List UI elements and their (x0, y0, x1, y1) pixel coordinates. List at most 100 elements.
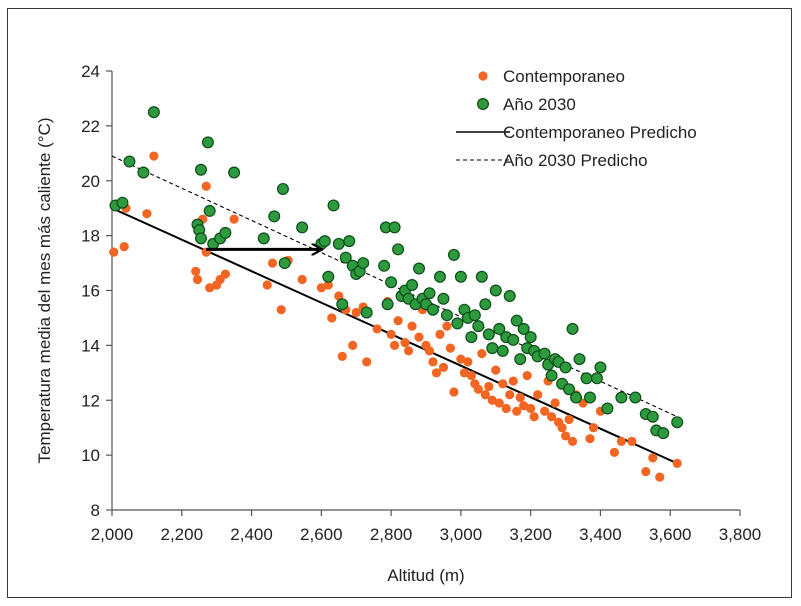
axes: 8 10 12 14 16 18 20 22 24 2,000 2,200 2,400 2,600 2,8… (81, 62, 761, 544)
point-contemporaneo (655, 472, 665, 482)
point-ano-2030 (116, 196, 129, 209)
point-ano-2030 (385, 276, 398, 289)
point-contemporaneo (445, 343, 456, 353)
legend: Contemporaneo Año 2030 Contemporaneo Predi… (456, 67, 697, 170)
point-contemporaneo (424, 346, 435, 356)
point-ano-2030 (570, 391, 583, 404)
point-contemporaneo (557, 423, 567, 433)
point-contemporaneo (641, 466, 651, 477)
point-ano-2030 (123, 155, 136, 168)
point-contemporaneo (351, 307, 361, 318)
point-ano-2030 (360, 306, 373, 319)
y-tick-label: 22 (81, 117, 100, 136)
point-ano-2030 (496, 344, 509, 357)
point-contemporaneo (484, 381, 494, 392)
point-contemporaneo (473, 384, 483, 394)
point-ano-2030 (433, 270, 446, 283)
point-ano-2030 (465, 331, 478, 344)
y-tick-label: 14 (81, 336, 100, 355)
point-ano-2030 (203, 204, 216, 217)
point-ano-2030 (472, 320, 485, 333)
point-contemporaneo (109, 247, 119, 257)
legend-marker-ano-2030 (477, 97, 490, 110)
legend-label-contemporaneo-predicho: Contemporaneo Predicho (503, 123, 697, 142)
point-ano-2030 (601, 402, 614, 415)
point-contemporaneo (372, 324, 382, 334)
point-ano-2030 (580, 372, 593, 385)
point-contemporaneo (672, 458, 682, 468)
point-contemporaneo (229, 214, 239, 224)
point-ano-2030 (559, 361, 572, 374)
point-ano-2030 (296, 221, 309, 234)
x-tick-label: 3,400 (579, 525, 622, 544)
x-tick-label: 3,600 (649, 525, 692, 544)
series-contemporaneo (109, 151, 682, 482)
legend-label-ano-2030-predicho: Año 2030 Predicho (503, 151, 648, 170)
point-contemporaneo (498, 379, 508, 389)
point-contemporaneo (466, 370, 476, 381)
point-ano-2030 (583, 391, 596, 404)
point-contemporaneo (337, 351, 347, 361)
point-ano-2030 (475, 270, 488, 283)
point-ano-2030 (486, 342, 499, 355)
point-ano-2030 (451, 317, 464, 330)
point-ano-2030 (357, 257, 370, 270)
point-ano-2030 (137, 166, 150, 179)
x-tick-label: 3,800 (719, 525, 762, 544)
y-axis-title: Temperatura media del mes más caliente (… (35, 118, 54, 464)
point-ano-2030 (228, 166, 241, 179)
point-contemporaneo (567, 436, 578, 447)
point-ano-2030 (413, 262, 426, 275)
point-ano-2030 (147, 106, 160, 119)
legend-label-ano-2030: Año 2030 (503, 95, 576, 114)
point-contemporaneo (393, 316, 403, 326)
point-contemporaneo (323, 280, 333, 290)
point-contemporaneo (456, 354, 466, 364)
point-contemporaneo (585, 434, 595, 444)
point-contemporaneo (442, 321, 452, 331)
point-contemporaneo (494, 398, 504, 408)
point-ano-2030 (563, 383, 576, 396)
x-tick-label: 3,200 (509, 525, 552, 544)
y-tick-label: 18 (81, 227, 100, 246)
point-ano-2030 (381, 298, 394, 311)
point-ano-2030 (318, 235, 331, 248)
point-ano-2030 (392, 243, 405, 256)
point-ano-2030 (468, 309, 481, 322)
point-contemporaneo (142, 209, 152, 219)
point-ano-2030 (514, 353, 527, 366)
point-ano-2030 (615, 391, 628, 404)
point-contemporaneo (459, 368, 469, 378)
y-tick-label: 12 (81, 391, 100, 410)
point-contemporaneo (220, 269, 230, 279)
point-contemporaneo (564, 414, 574, 425)
y-tick-label: 24 (81, 62, 100, 81)
y-tick-label: 16 (81, 282, 100, 301)
point-ano-2030 (423, 287, 436, 300)
point-contemporaneo (435, 329, 445, 339)
chart-frame (7, 8, 792, 598)
point-contemporaneo (390, 340, 400, 350)
legend-label-contemporaneo: Contemporaneo (503, 67, 625, 86)
point-contemporaneo (526, 403, 536, 414)
y-tick-label: 8 (91, 501, 100, 520)
point-contemporaneo (449, 387, 459, 397)
point-ano-2030 (517, 322, 530, 335)
point-ano-2030 (332, 237, 345, 250)
point-contemporaneo (519, 401, 529, 411)
x-tick-label: 2,400 (230, 525, 273, 544)
point-contemporaneo (463, 357, 473, 367)
x-tick-label: 2,600 (300, 525, 343, 544)
x-tick-label: 2,200 (161, 525, 204, 544)
point-ano-2030 (327, 199, 340, 212)
point-contemporaneo (191, 266, 201, 276)
point-ano-2030 (437, 292, 450, 305)
point-ano-2030 (629, 391, 642, 404)
point-ano-2030 (194, 163, 207, 176)
point-ano-2030 (339, 251, 352, 264)
legend-marker-contemporaneo (478, 71, 488, 81)
point-contemporaneo (529, 412, 539, 422)
point-contemporaneo (508, 376, 518, 386)
point-contemporaneo (428, 357, 438, 367)
point-ano-2030 (573, 353, 586, 366)
